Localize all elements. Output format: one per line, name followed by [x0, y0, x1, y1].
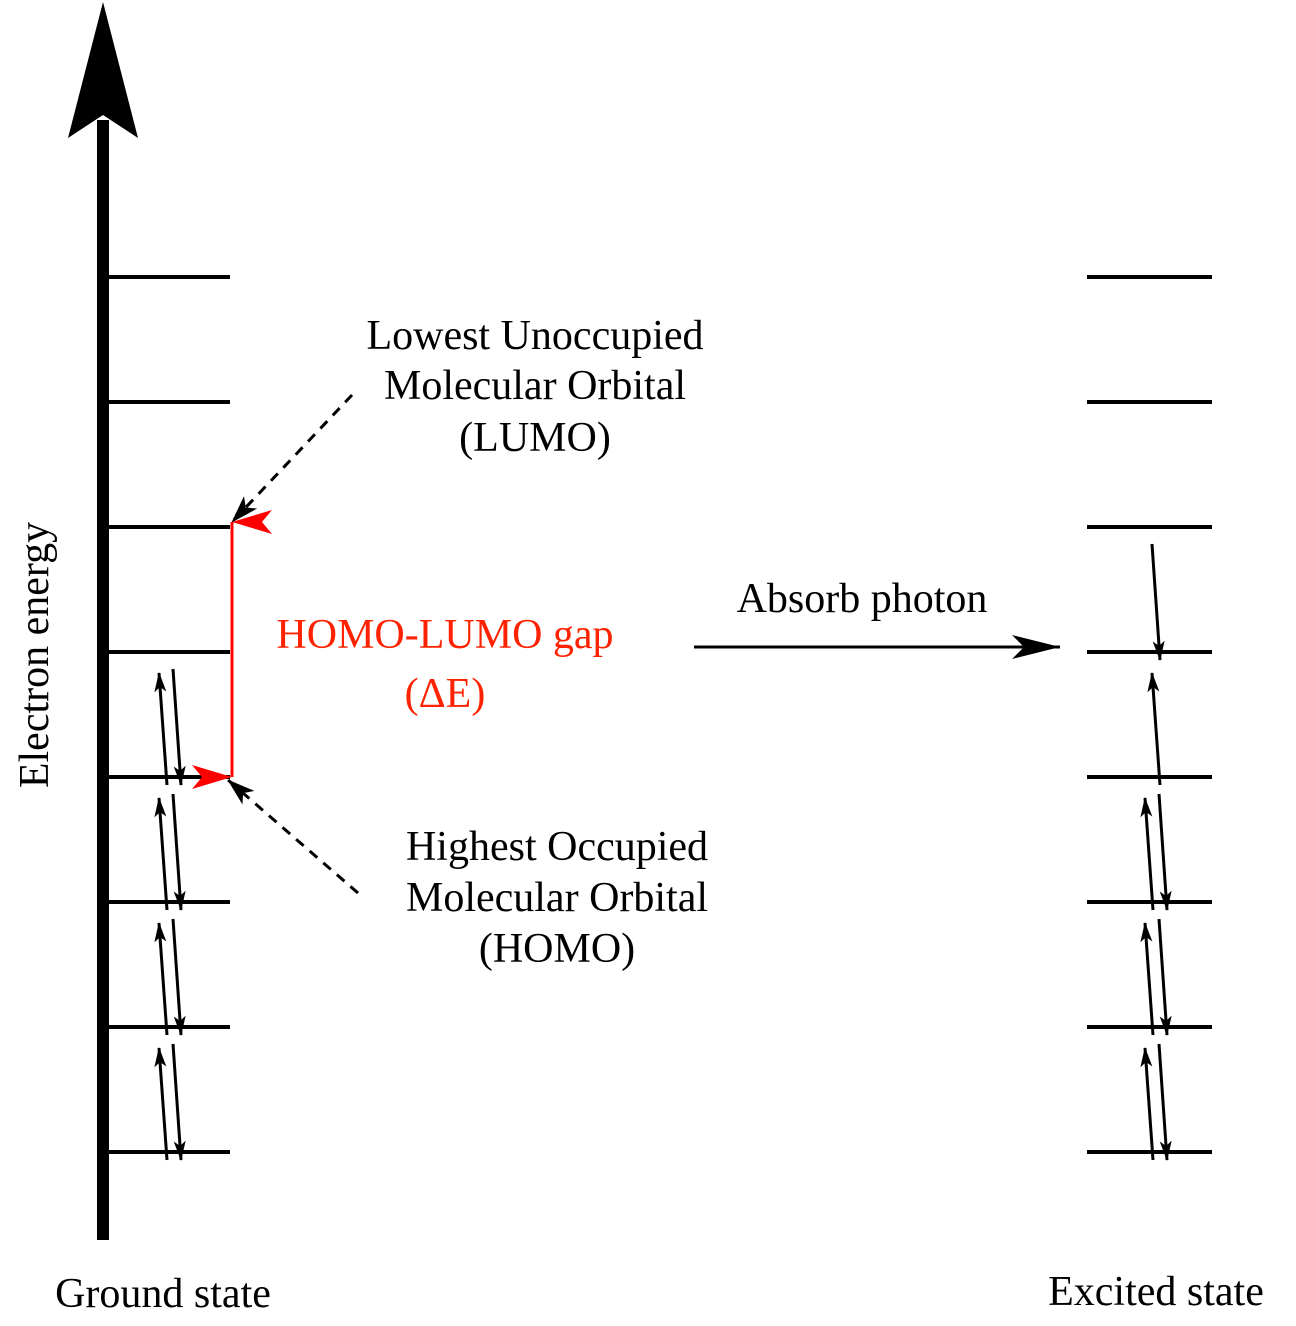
homo-label-line2: Molecular Orbital	[406, 875, 708, 921]
excited-electron-up-arrow	[1140, 797, 1155, 911]
ground-state-levels	[108, 275, 230, 1154]
axis-label: Electron energy	[12, 522, 58, 788]
lumo-annotation: Lowest Unoccupied Molecular Orbital (LUM…	[230, 313, 704, 524]
homo-lumo-gap: HOMO-LUMO gap (ΔE)	[192, 510, 614, 789]
ground-electron-up-arrow	[154, 1047, 169, 1161]
excited-state-levels	[1087, 275, 1212, 1154]
energy-axis-arrowhead	[68, 2, 138, 138]
ground-electron-up-arrow	[154, 672, 169, 786]
homo-annotation: Highest Occupied Molecular Orbital (HOMO…	[227, 778, 708, 972]
excited-state-electrons	[1140, 543, 1172, 1161]
excited-electron-down-arrow	[1157, 918, 1172, 1036]
gap-label-line2: (ΔE)	[405, 671, 486, 717]
lumo-label-line3: (LUMO)	[459, 415, 611, 461]
excited-electron-down-arrow	[1157, 1043, 1172, 1161]
excited-electron-down-arrow	[1157, 793, 1172, 911]
homo-label-line3: (HOMO)	[479, 926, 635, 972]
lumo-label-line2: Molecular Orbital	[384, 363, 686, 409]
lumo-pointer-arrow	[230, 393, 354, 524]
photon-absorption: Absorb photon	[694, 576, 1060, 659]
homo-label-line1: Highest Occupied	[406, 824, 708, 870]
ground-electron-down-arrow	[171, 793, 186, 911]
excited-electron-down-arrow	[1150, 543, 1165, 661]
excited-electron-up-arrow	[1140, 922, 1155, 1036]
excited-electron-up-arrow	[1140, 1047, 1155, 1161]
ground-state-label: Ground state	[55, 1271, 271, 1317]
ground-state-electrons	[154, 668, 186, 1161]
ground-electron-down-arrow	[171, 918, 186, 1036]
ground-electron-up-arrow	[154, 922, 169, 1036]
ground-electron-up-arrow	[154, 797, 169, 911]
gap-label-line1: HOMO-LUMO gap	[276, 612, 613, 658]
ground-electron-down-arrow	[171, 668, 186, 786]
lumo-label-line1: Lowest Unoccupied	[366, 313, 703, 359]
energy-axis: Electron energy	[12, 2, 138, 1240]
excited-state-label: Excited state	[1048, 1269, 1264, 1315]
ground-electron-down-arrow	[171, 1043, 186, 1161]
excited-electron-up-arrow	[1147, 672, 1162, 786]
homo-pointer-arrow	[227, 778, 359, 895]
absorb-photon-label: Absorb photon	[737, 576, 988, 622]
